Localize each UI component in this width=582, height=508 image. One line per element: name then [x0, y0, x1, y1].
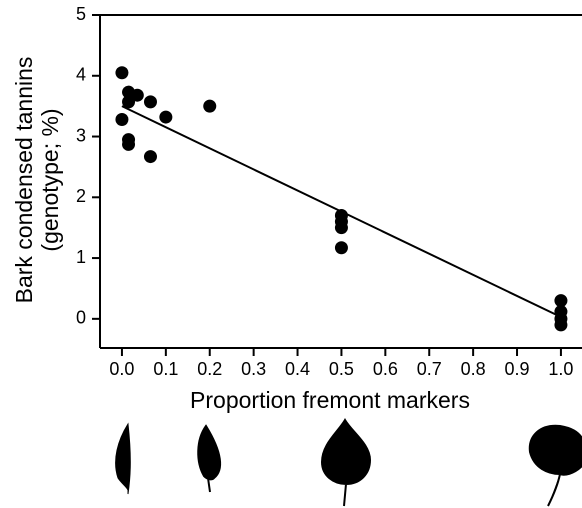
point [334, 241, 348, 255]
y-tick-label: 3 [76, 125, 86, 145]
x-tick-label: 0.1 [153, 359, 178, 379]
x-tick-label: 0.5 [329, 359, 354, 379]
y-tick-label: 0 [76, 308, 86, 328]
x-tick-label: 1.0 [548, 359, 573, 379]
x-tick-label: 0.7 [417, 359, 442, 379]
point [554, 318, 568, 332]
y-axis-label: (genotype; %) [37, 108, 63, 251]
point [115, 113, 129, 127]
leaf [320, 418, 372, 507]
y-tick-label: 4 [76, 65, 86, 85]
x-tick-label: 0.8 [461, 359, 486, 379]
x-tick-label: 0.9 [505, 359, 530, 379]
y-tick-label: 2 [76, 186, 86, 206]
leaf [528, 424, 582, 507]
point [122, 95, 136, 109]
x-tick-label: 0.0 [109, 359, 134, 379]
y-tick-label: 1 [76, 247, 86, 267]
leaf [115, 422, 131, 495]
point [143, 150, 157, 164]
leaf [197, 424, 222, 493]
point [130, 88, 144, 102]
point [159, 110, 173, 124]
y-tick-label: 5 [76, 4, 86, 24]
y-axis-label: Bark condensed tannins [11, 57, 37, 304]
point [203, 99, 217, 113]
point [554, 294, 568, 308]
x-axis-label: Proportion fremont markers [190, 387, 470, 413]
point [122, 137, 136, 151]
leaves [115, 418, 582, 507]
point [143, 95, 157, 109]
x-tick-label: 0.4 [285, 359, 310, 379]
point [334, 221, 348, 235]
x-tick-label: 0.3 [241, 359, 266, 379]
x-tick-label: 0.2 [197, 359, 222, 379]
point [115, 66, 129, 80]
x-tick-label: 0.6 [373, 359, 398, 379]
